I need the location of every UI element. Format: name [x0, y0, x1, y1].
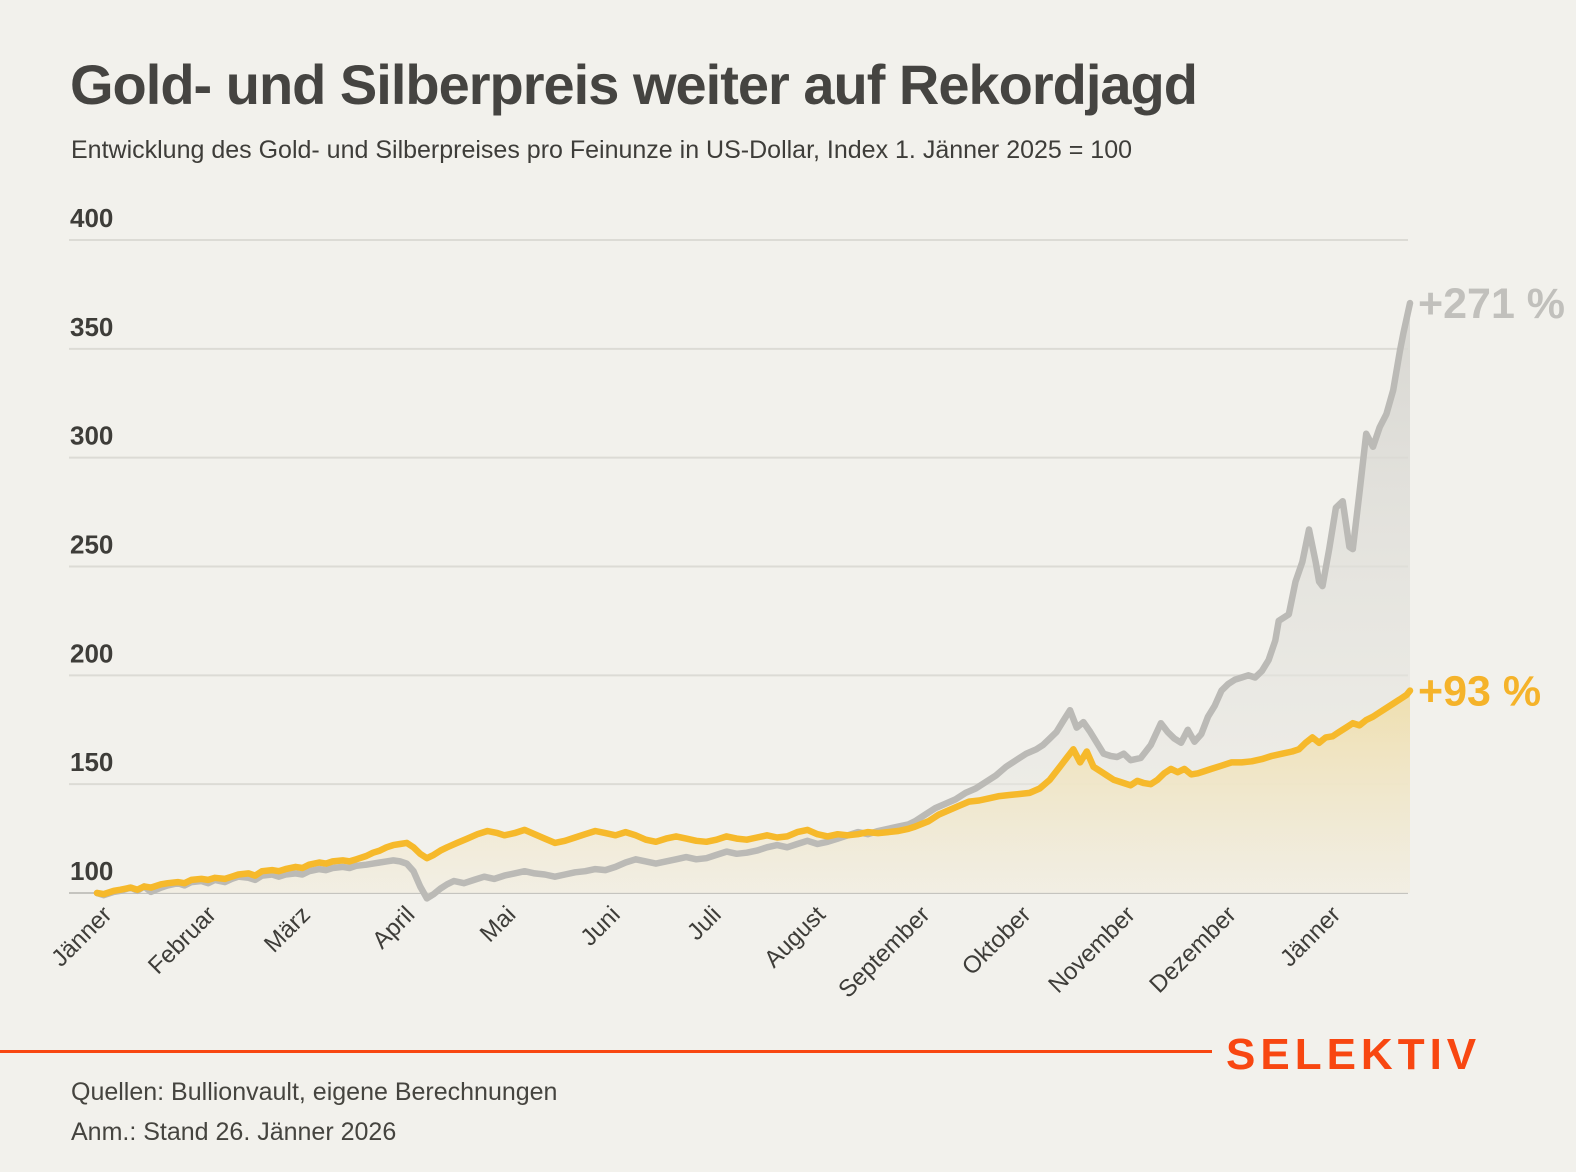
x-axis-label-9: Oktober [957, 901, 1036, 980]
x-axis-label-7: August [759, 901, 831, 973]
x-axis-label-5: Juni [575, 901, 625, 951]
chart-area-silberpreis [97, 303, 1410, 899]
x-axis-label-10: November [1043, 901, 1140, 998]
x-axis-label-2: März [259, 901, 316, 958]
source-text: Quellen: Bullionvault, eigene Berechnung… [71, 1078, 558, 1106]
x-axis-label-3: April [367, 901, 420, 954]
y-axis-label-400: 400 [70, 203, 113, 233]
end-label-silberpreis: +271 % [1418, 280, 1565, 328]
x-axis-label-12: Jänner [1275, 901, 1346, 972]
x-axis-label-8: September [833, 901, 935, 1003]
end-label-goldpreis: +93 % [1418, 668, 1541, 716]
x-axis-label-1: Februar [143, 901, 222, 980]
brand-logo: SELEKTIV [1226, 1030, 1482, 1079]
y-axis-label-300: 300 [70, 421, 113, 451]
chart-line-goldpreis [93, 687, 1414, 898]
note-text: Anm.: Stand 26. Jänner 2026 [71, 1118, 397, 1146]
y-axis-label-350: 350 [70, 312, 113, 342]
y-axis-label-150: 150 [70, 747, 113, 777]
page-title: Gold- und Silberpreis weiter auf Rekordj… [70, 53, 1198, 116]
x-axis-label-6: Juli [682, 901, 727, 946]
chart-area-goldpreis [97, 690, 1410, 895]
brand-rule [0, 1050, 1212, 1053]
x-axis-label-4: Mai [475, 901, 521, 947]
y-axis-label-100: 100 [70, 856, 113, 886]
y-axis-label-250: 250 [70, 530, 113, 560]
x-axis-label-11: Dezember [1144, 901, 1241, 998]
x-axis-label-0: Jänner [46, 901, 117, 972]
chart-line-silberpreis [93, 299, 1414, 902]
page-subtitle: Entwicklung des Gold- und Silberpreises … [71, 136, 1133, 164]
y-axis-label-200: 200 [70, 638, 113, 668]
